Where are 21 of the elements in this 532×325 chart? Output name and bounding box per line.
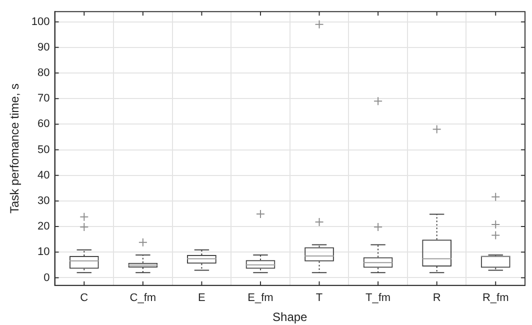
y-tick-label: 60: [38, 118, 50, 130]
x-tick-label: T: [316, 292, 323, 304]
x-tick-label: R_fm: [482, 292, 509, 304]
y-tick-label: 90: [38, 41, 50, 54]
y-tick-label: 50: [38, 144, 50, 156]
x-tick-label: E: [198, 292, 206, 304]
y-tick-label: 0: [44, 272, 50, 284]
x-axis-title: Shape: [272, 310, 308, 324]
y-tick-label: 30: [38, 194, 50, 207]
x-tick-label: R: [432, 292, 441, 304]
x-tick-label: C_fm: [130, 292, 156, 304]
y-tick-label: 80: [38, 67, 50, 80]
x-tick-label: C: [80, 292, 88, 304]
y-axis-title: Task perfomance time, s: [8, 83, 22, 214]
y-tick-label: 40: [38, 169, 50, 182]
y-tick-label: 70: [38, 92, 50, 105]
x-tick-label: T_fm: [366, 292, 391, 304]
x-tick-label: E_fm: [248, 292, 274, 304]
y-tick-label: 100: [31, 16, 50, 28]
y-tick-label: 20: [38, 220, 50, 233]
y-tick-label: 10: [38, 246, 50, 258]
